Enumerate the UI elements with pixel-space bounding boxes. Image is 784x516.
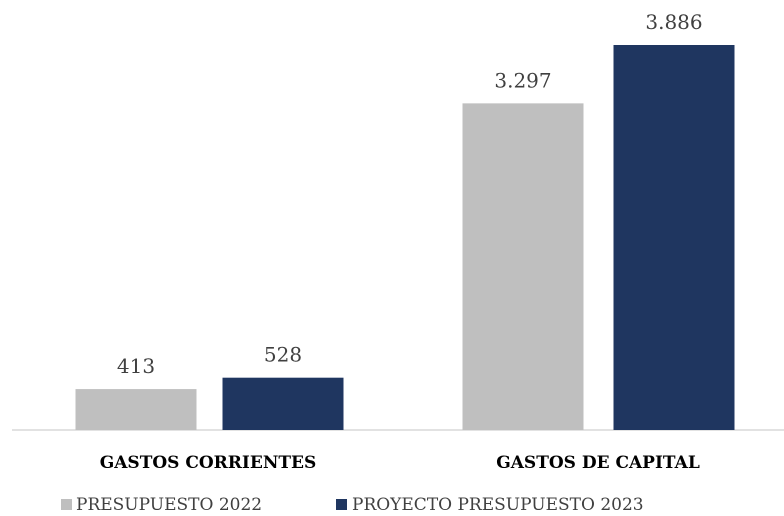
legend-label-proyecto-presupuesto-2023: PROYECTO PRESUPUESTO 2023 (352, 495, 644, 515)
bars-group (75, 45, 735, 431)
category-label-gastos-corrientes: GASTOS CORRIENTES (100, 453, 317, 473)
value-label-gastos-corrientes-presupuesto-2022: 413 (117, 354, 155, 378)
legend-label-presupuesto-2022: PRESUPUESTO 2022 (76, 495, 262, 515)
value-labels-group: 413 528 3.297 3.886 (117, 10, 703, 378)
bar-gastos-corrientes-presupuesto-2022 (75, 389, 197, 430)
value-label-gastos-de-capital-presupuesto-2022: 3.297 (494, 68, 551, 92)
bar-gastos-de-capital-presupuesto-2022 (462, 103, 584, 431)
value-label-gastos-corrientes-proyecto-presupuesto-2023: 528 (264, 343, 302, 367)
bar-gastos-corrientes-proyecto-presupuesto-2023 (222, 377, 344, 430)
legend: PRESUPUESTO 2022 PROYECTO PRESUPUESTO 20… (61, 495, 644, 515)
bar-gastos-de-capital-proyecto-presupuesto-2023 (613, 45, 735, 430)
category-labels-group: GASTOS CORRIENTES GASTOS DE CAPITAL (100, 453, 700, 473)
legend-swatch-presupuesto-2022 (61, 499, 72, 510)
legend-swatch-proyecto-presupuesto-2023 (336, 499, 347, 510)
category-label-gastos-de-capital: GASTOS DE CAPITAL (496, 453, 700, 473)
value-label-gastos-de-capital-proyecto-presupuesto-2023: 3.886 (645, 10, 702, 34)
